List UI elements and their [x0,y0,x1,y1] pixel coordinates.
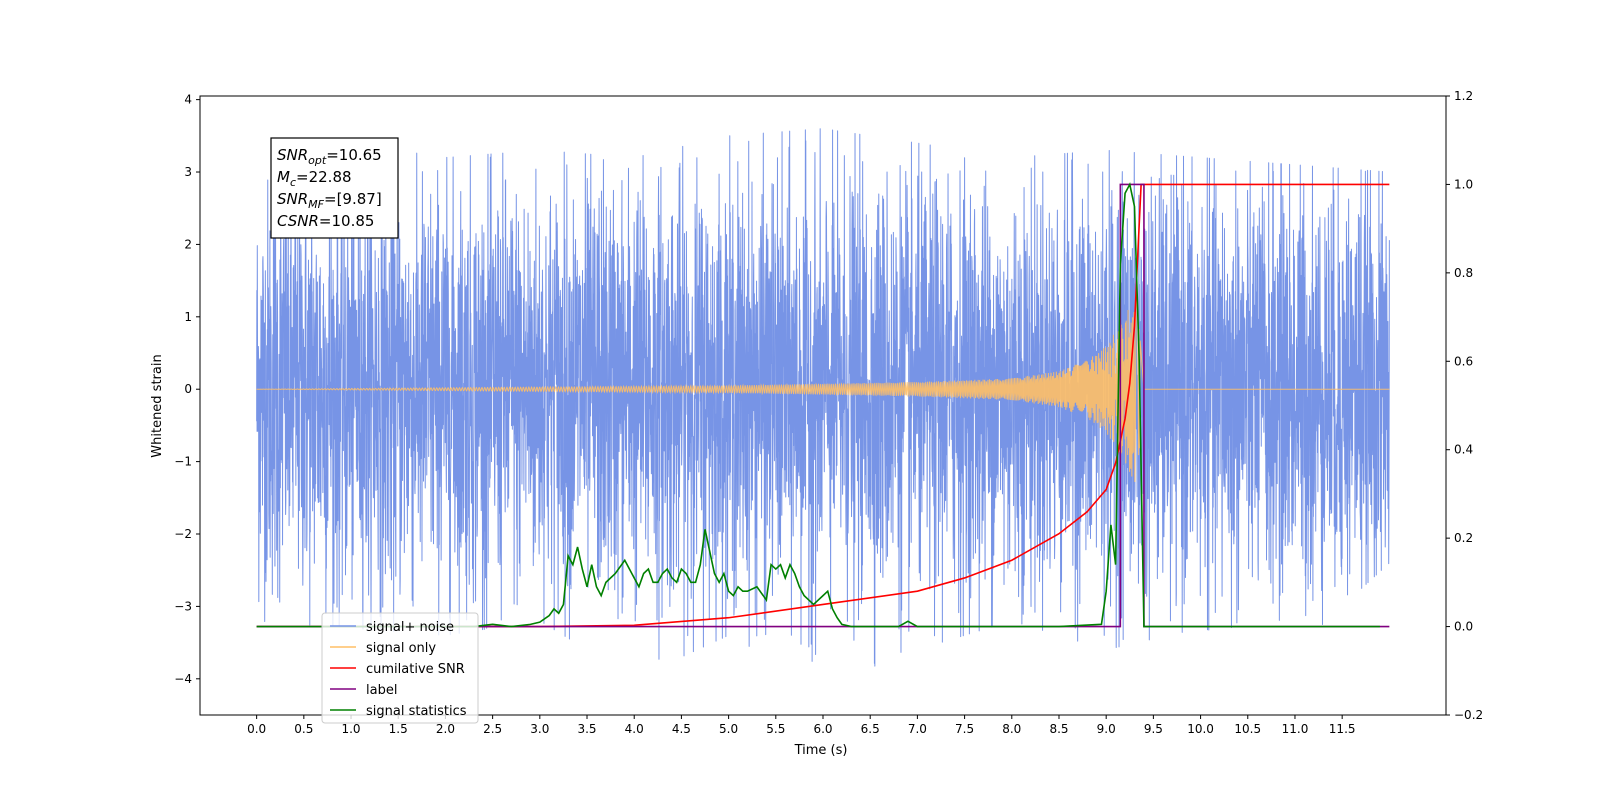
y2-tick-label: 1.2 [1454,89,1473,103]
x-tick-label: 10.5 [1234,722,1261,736]
legend: signal+ noise signal only cumilative SNR la… [321,612,479,724]
x-tick-label: 6.5 [861,722,880,736]
y2-tick-label: 0.4 [1454,443,1473,457]
x-tick-label: 4.5 [672,722,691,736]
x-tick-label: 11.5 [1329,722,1356,736]
series-cumilative-snr-line [256,183,1390,628]
annotation-symbol: SNR [277,190,308,208]
x-tick-label: 9.0 [1097,722,1116,736]
y-tick-label: −4 [174,672,192,686]
x-tick-label: 6.0 [813,722,832,736]
x-tick-label: 5.0 [719,722,738,736]
annotation-box: SNRopt=10.65Mc=22.88SNRMF=[9.87]CSNR=10.… [270,137,399,239]
annotation-line: Mc=22.88 [277,168,352,189]
y-tick-label: −3 [174,599,192,613]
annotation-subscript: MF [308,198,324,211]
y-tick-label: −1 [174,455,192,469]
series-signal-noise-line [256,128,1390,667]
x-tick-label: 0.5 [294,722,313,736]
annotation-symbol: M [277,168,290,186]
annotation-value: =[9.87] [324,190,382,208]
legend-label: signal statistics [366,704,467,719]
legend-label: label [366,683,397,698]
y2-tick-label: 0.6 [1454,354,1473,368]
x-tick-label: 8.0 [1002,722,1021,736]
annotation-symbol: CSNR [277,212,319,230]
legend-label: cumilative SNR [366,662,465,677]
annotation-line: SNRopt=10.65 [277,146,382,167]
annotation-value: =10.85 [319,212,375,230]
legend-frame [321,612,479,724]
x-axis-ticks: 0.0 0.5 1.0 1.5 2.0 2.5 3.0 3.5 4.0 4.5 5.0 5.5 6.0 6… [247,715,1356,736]
x-tick-label: 7.5 [955,722,974,736]
x-tick-label: 3.0 [530,722,549,736]
y-tick-label: 4 [184,93,192,107]
x-tick-label: 10.0 [1187,722,1214,736]
legend-label: signal+ noise [366,620,454,635]
x-axis-label: Time (s) [794,743,848,758]
x-tick-label: 7.0 [908,722,927,736]
x-tick-label: 1.5 [389,722,408,736]
x-tick-label: 2.5 [483,722,502,736]
y-tick-label: 3 [184,165,192,179]
x-tick-label: 3.5 [577,722,596,736]
x-tick-label: 1.0 [341,722,360,736]
annotation-frame [270,137,399,239]
y-axis-label: Whitened strain [150,354,165,457]
annotation-value: =22.88 [296,168,352,186]
y2-axis-ticks: −0.2 0.0 0.2 0.4 0.6 0.8 1.0 1.2 [1446,89,1483,722]
x-tick-label: 9.5 [1144,722,1163,736]
annotation-value: =10.65 [326,146,382,164]
series-signal-statistics-line [256,182,1380,628]
x-tick-label: 0.0 [247,722,266,736]
annotation-subscript: opt [308,154,327,167]
x-tick-label: 11.0 [1282,722,1309,736]
x-tick-label: 2.0 [436,722,455,736]
y2-tick-label: 0.0 [1454,620,1473,634]
annotation-line: CSNR=10.85 [277,212,374,230]
y-tick-label: 1 [184,310,192,324]
y2-tick-label: 0.2 [1454,531,1473,545]
y2-tick-label: 0.8 [1454,266,1473,280]
series-signal-only-line [256,300,1390,482]
y-tick-label: 0 [184,382,192,396]
legend-label: signal only [366,641,436,656]
x-tick-label: 8.5 [1049,722,1068,736]
x-tick-label: 4.0 [625,722,644,736]
series-group [256,128,1390,667]
annotation-symbol: SNR [277,146,308,164]
annotation-line: SNRMF=[9.87] [277,190,382,211]
x-tick-label: 5.5 [766,722,785,736]
y2-tick-label: −0.2 [1454,708,1483,722]
y-axis-ticks: −4 −3 −2 −1 0 1 2 3 4 [174,93,200,686]
y-tick-label: 2 [184,237,192,251]
annotation-subscript: c [290,176,296,189]
y-tick-label: −2 [174,527,192,541]
y2-tick-label: 1.0 [1454,177,1473,191]
